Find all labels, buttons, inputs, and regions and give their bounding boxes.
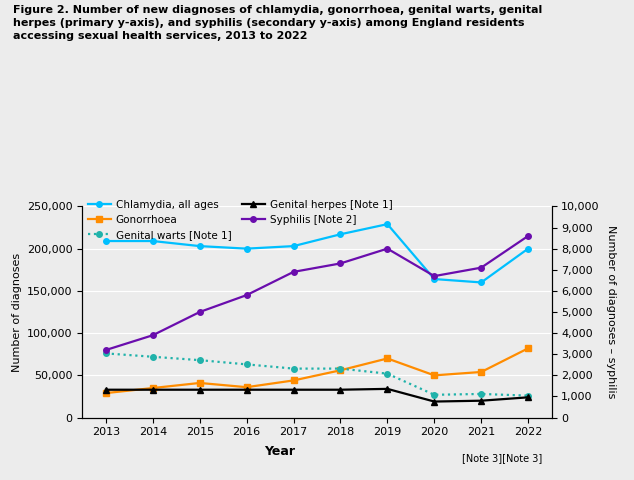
Genital herpes [Note 1] [477, 398, 485, 404]
Genital herpes [Note 1] [102, 387, 110, 393]
Gonorrhoea [196, 380, 204, 386]
Genital warts [Note 1] [430, 392, 438, 397]
Line: Chlamydia, all ages: Chlamydia, all ages [103, 221, 531, 285]
Chlamydia, all ages [196, 243, 204, 249]
Syphilis [Note 2] [196, 309, 204, 315]
Chlamydia, all ages [524, 246, 532, 252]
Genital warts [Note 1] [524, 393, 532, 398]
Genital warts [Note 1] [384, 371, 391, 376]
Genital warts [Note 1] [337, 366, 344, 372]
Gonorrhoea [524, 346, 532, 351]
Gonorrhoea [477, 369, 485, 375]
Syphilis [Note 2] [102, 347, 110, 353]
Y-axis label: Number of diagnoses – syphilis: Number of diagnoses – syphilis [607, 225, 616, 399]
Syphilis [Note 2] [430, 273, 438, 279]
Legend: Chlamydia, all ages, Gonorrhoea, Genital warts [Note 1], Genital herpes [Note 1]: Chlamydia, all ages, Gonorrhoea, Genital… [87, 200, 393, 240]
Genital herpes [Note 1] [384, 386, 391, 392]
Chlamydia, all ages [243, 246, 250, 252]
Chlamydia, all ages [477, 279, 485, 285]
Syphilis [Note 2] [243, 292, 250, 298]
Syphilis [Note 2] [524, 233, 532, 239]
Genital herpes [Note 1] [524, 395, 532, 400]
Syphilis [Note 2] [290, 269, 297, 275]
Chlamydia, all ages [384, 221, 391, 227]
Gonorrhoea [384, 356, 391, 361]
Chlamydia, all ages [149, 238, 157, 244]
Line: Genital herpes [Note 1]: Genital herpes [Note 1] [103, 386, 531, 404]
Syphilis [Note 2] [149, 332, 157, 338]
Chlamydia, all ages [290, 243, 297, 249]
Genital herpes [Note 1] [337, 387, 344, 393]
Syphilis [Note 2] [384, 246, 391, 252]
Syphilis [Note 2] [337, 261, 344, 266]
Syphilis [Note 2] [477, 265, 485, 271]
Genital warts [Note 1] [477, 391, 485, 397]
Gonorrhoea [290, 378, 297, 384]
Genital warts [Note 1] [102, 350, 110, 356]
Genital warts [Note 1] [149, 354, 157, 360]
Text: Year: Year [264, 445, 295, 458]
Genital warts [Note 1] [196, 357, 204, 363]
Genital herpes [Note 1] [243, 387, 250, 393]
Chlamydia, all ages [337, 231, 344, 237]
Genital warts [Note 1] [243, 361, 250, 367]
Gonorrhoea [102, 390, 110, 396]
Text: Figure 2. Number of new diagnoses of chlamydia, gonorrhoea, genital warts, genit: Figure 2. Number of new diagnoses of chl… [13, 5, 542, 41]
Genital warts [Note 1] [290, 366, 297, 372]
Chlamydia, all ages [430, 276, 438, 282]
Genital herpes [Note 1] [149, 387, 157, 393]
Gonorrhoea [430, 372, 438, 378]
Y-axis label: Number of diagnoses: Number of diagnoses [11, 252, 22, 372]
Genital herpes [Note 1] [196, 387, 204, 393]
Line: Syphilis [Note 2]: Syphilis [Note 2] [103, 233, 531, 353]
Text: [Note 3][Note 3]: [Note 3][Note 3] [462, 454, 543, 464]
Chlamydia, all ages [102, 238, 110, 244]
Gonorrhoea [243, 384, 250, 390]
Line: Gonorrhoea: Gonorrhoea [103, 346, 531, 396]
Genital herpes [Note 1] [430, 399, 438, 405]
Gonorrhoea [337, 367, 344, 373]
Genital herpes [Note 1] [290, 387, 297, 393]
Line: Genital warts [Note 1]: Genital warts [Note 1] [103, 350, 531, 398]
Gonorrhoea [149, 385, 157, 391]
